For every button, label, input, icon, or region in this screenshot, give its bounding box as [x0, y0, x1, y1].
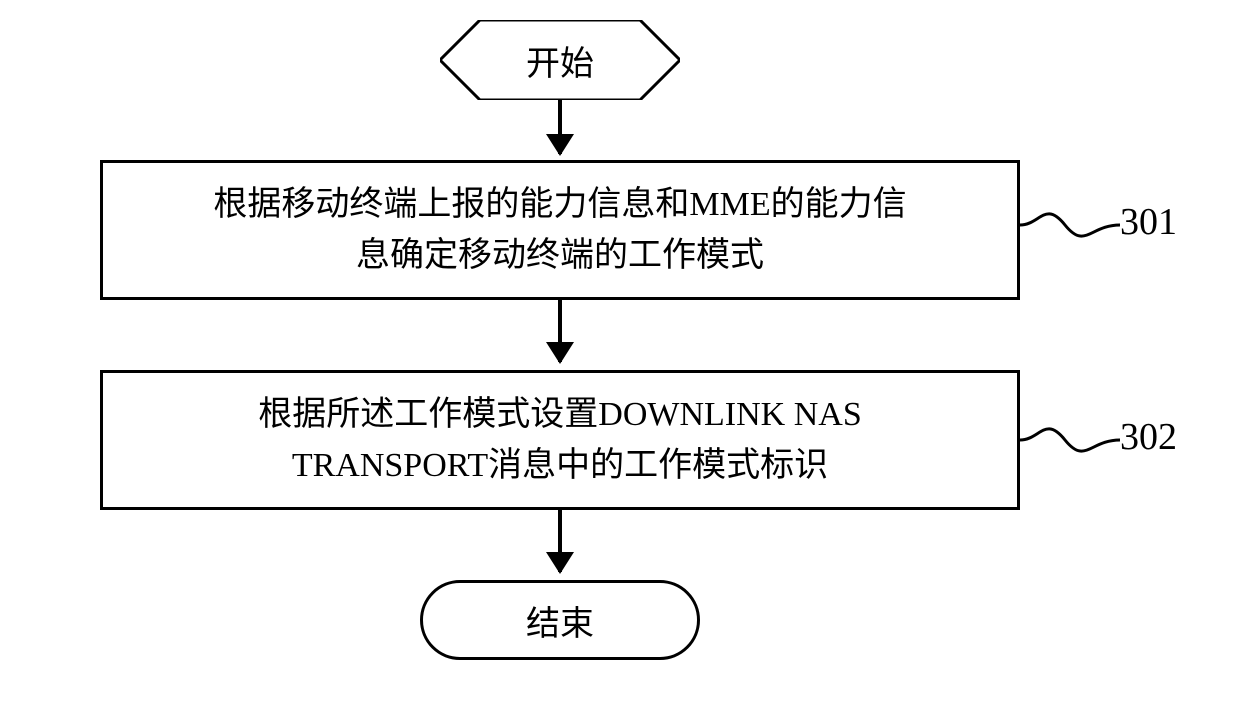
end-node: 结束 [420, 580, 700, 660]
step1-ref: 301 [1120, 200, 1177, 244]
arrow-start-to-step1 [558, 100, 562, 154]
arrow-step1-to-step2 [558, 300, 562, 362]
step2-line2: TRANSPORT消息中的工作模式标识 [292, 447, 828, 484]
step1-line2: 息确定移动终端的工作模式 [356, 237, 764, 274]
step2-ref: 302 [1120, 415, 1177, 459]
leader-line-301 [1020, 195, 1120, 255]
start-node: 开始 [440, 20, 680, 100]
arrow-step2-to-end [558, 510, 562, 572]
step2-node: 根据所述工作模式设置DOWNLINK NAS TRANSPORT消息中的工作模式… [100, 370, 1020, 510]
flowchart-container: 开始 根据移动终端上报的能力信息和MME的能力信 息确定移动终端的工作模式 30… [0, 0, 1240, 719]
step2-line1: 根据所述工作模式设置DOWNLINK NAS [258, 396, 861, 433]
step1-node: 根据移动终端上报的能力信息和MME的能力信 息确定移动终端的工作模式 [100, 160, 1020, 300]
step1-line1: 根据移动终端上报的能力信息和MME的能力信 [213, 186, 906, 223]
end-label: 结束 [526, 596, 594, 645]
start-label: 开始 [440, 20, 680, 100]
leader-line-302 [1020, 410, 1120, 470]
